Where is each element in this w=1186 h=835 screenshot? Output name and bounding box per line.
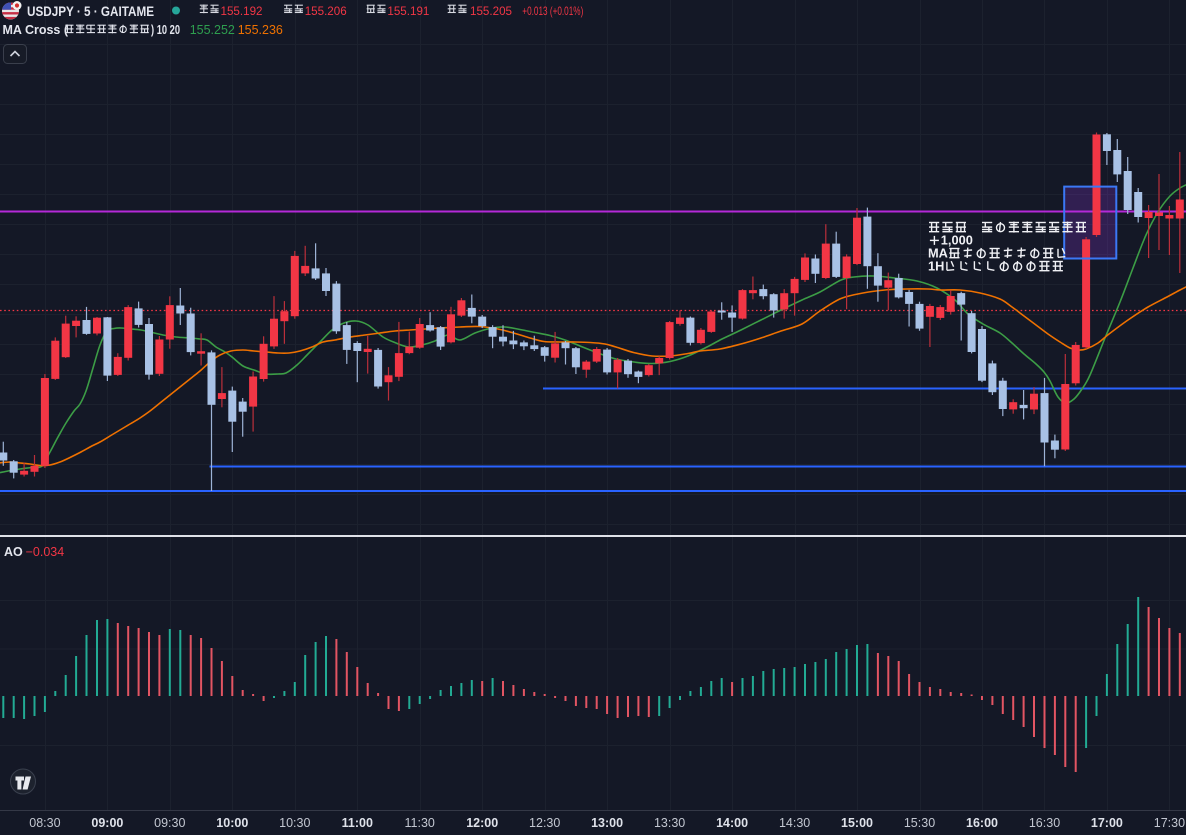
svg-text:10:30: 10:30 (279, 816, 310, 830)
svg-text:−0.034: −0.034 (26, 545, 65, 559)
svg-text:15:30: 15:30 (904, 816, 935, 830)
svg-text:1H: 1H (928, 259, 944, 274)
svg-text:+0.013 (+0.01%): +0.013 (+0.01%) (522, 4, 583, 18)
svg-text:11:00: 11:00 (342, 816, 373, 830)
svg-text:11:30: 11:30 (405, 816, 435, 830)
svg-text:1,000: 1,000 (941, 233, 973, 248)
svg-text:AO: AO (4, 545, 23, 559)
svg-text:155.236: 155.236 (238, 23, 283, 37)
svg-text:USDJPY · 5 · GAITAME: USDJPY · 5 · GAITAME (27, 3, 154, 19)
svg-text:12:00: 12:00 (466, 816, 498, 830)
svg-text:10:00: 10:00 (216, 816, 248, 830)
svg-text:13:30: 13:30 (654, 816, 685, 830)
svg-text:155.192: 155.192 (221, 4, 263, 18)
svg-text:155.252: 155.252 (190, 23, 235, 37)
svg-text:08:30: 08:30 (29, 816, 60, 830)
svg-text:155.206: 155.206 (305, 4, 347, 18)
svg-text:16:30: 16:30 (1029, 816, 1060, 830)
svg-text:12:30: 12:30 (529, 816, 560, 830)
svg-text:16:00: 16:00 (966, 816, 998, 830)
svg-text:14:30: 14:30 (779, 816, 810, 830)
svg-text:MA: MA (928, 246, 948, 261)
svg-text:14:00: 14:00 (716, 816, 748, 830)
svg-text:09:00: 09:00 (91, 816, 123, 830)
svg-text:09:30: 09:30 (154, 816, 185, 830)
svg-text:MA Cross (: MA Cross ( (3, 23, 69, 37)
svg-text:17:30: 17:30 (1154, 816, 1185, 830)
svg-text:17:00: 17:00 (1091, 816, 1123, 830)
svg-text:155.191: 155.191 (387, 4, 429, 18)
svg-text:13:00: 13:00 (591, 816, 623, 830)
svg-text:155.205: 155.205 (470, 4, 512, 18)
svg-text:15:00: 15:00 (841, 816, 873, 830)
svg-text:) 10 20: ) 10 20 (151, 23, 180, 37)
